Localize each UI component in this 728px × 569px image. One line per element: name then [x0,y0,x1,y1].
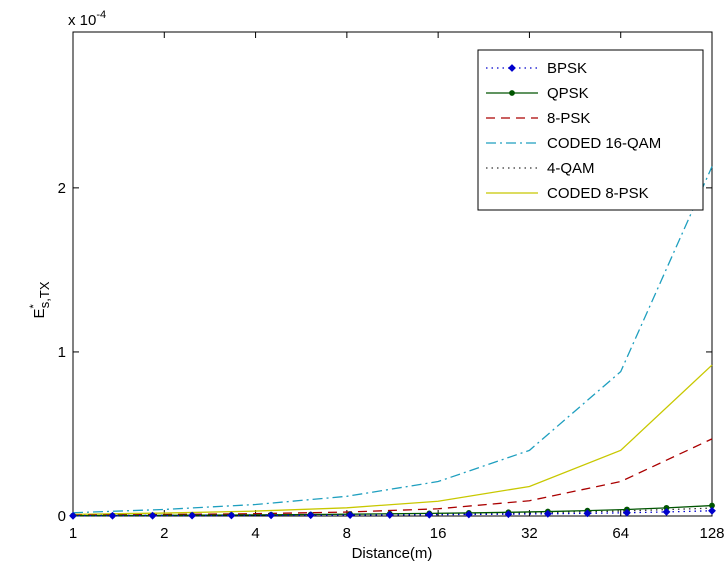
legend-item-coded-8-psk: CODED 8-PSK [486,185,649,202]
y-tick-label: 0 [58,508,66,525]
series-bpsk [69,506,716,520]
y-axis-label: E*s,TX [28,281,52,318]
data-point-bpsk [267,511,275,520]
legend-marker-bpsk [508,64,516,72]
legend-label-qpsk: QPSK [547,85,589,102]
y-tick-label: 1 [58,344,66,361]
x-axis-label: Distance(m) [352,545,433,562]
y-multiplier: x 10-4 [68,9,106,29]
data-point-bpsk [188,511,196,520]
y-tick-label: 2 [58,180,66,197]
series-line-coded-8-psk [72,364,713,516]
data-point-bpsk [108,511,117,520]
y-multiplier-exponent: -4 [96,9,106,21]
legend-label-coded-8-psk: CODED 8-PSK [547,185,649,202]
legend-item-bpsk: BPSK [486,60,587,77]
series-coded-16-qam [72,166,713,514]
data-point-bpsk [623,508,631,517]
series-line-bpsk [72,510,713,517]
data-point-bpsk [708,506,716,515]
legend: BPSK QPSK 8-PSK CODED 16-QAM 4-QAM CODED 8-PS… [477,49,704,211]
x-tick-label: 8 [343,525,351,542]
y-label-sub: s,TX [37,281,52,308]
series-8-psk [72,438,713,516]
y-axis-label-text: E*s,TX [28,281,52,318]
series-line-coded-16-qam [72,166,713,514]
x-tick-label: 32 [521,525,538,542]
legend-item-8-psk: 8-PSK [486,110,590,127]
data-point-bpsk [504,510,513,519]
x-tick-label: 1 [69,525,77,542]
data-point-bpsk [464,510,473,519]
x-tick-label: 128 [699,525,724,542]
x-tick-label: 16 [430,525,447,542]
legend-item-qpsk: QPSK [486,85,589,102]
data-point-bpsk [425,510,434,519]
series-layer [69,166,716,520]
data-point-bpsk [543,509,552,518]
legend-label-4-qam: 4-QAM [547,160,595,177]
legend-label-coded-16-qam: CODED 16-QAM [547,135,661,152]
data-point-bpsk [227,511,236,520]
x-tick-label: 2 [160,525,168,542]
data-point-bpsk [662,508,671,516]
legend-item-coded-16-qam: CODED 16-QAM [486,135,661,152]
data-point-bpsk [346,511,355,520]
series-coded-8-psk [72,364,713,516]
legend-marker-qpsk [509,90,515,96]
data-point-bpsk [148,511,157,520]
data-point-bpsk [385,511,394,519]
data-point-bpsk [583,509,592,518]
y-multiplier-base: x 10 [68,12,96,29]
data-point-bpsk [69,511,77,520]
y-label-main: E [31,309,48,319]
x-tick-label: 64 [612,525,629,542]
legend-label-8-psk: 8-PSK [547,110,590,127]
legend-box [477,49,704,211]
y-label-sup: * [28,304,40,309]
legend-label-bpsk: BPSK [547,60,587,77]
legend-item-4-qam: 4-QAM [486,160,595,177]
series-line-8-psk [72,438,713,516]
x-tick-label: 4 [251,525,259,542]
data-point-bpsk [306,511,315,520]
